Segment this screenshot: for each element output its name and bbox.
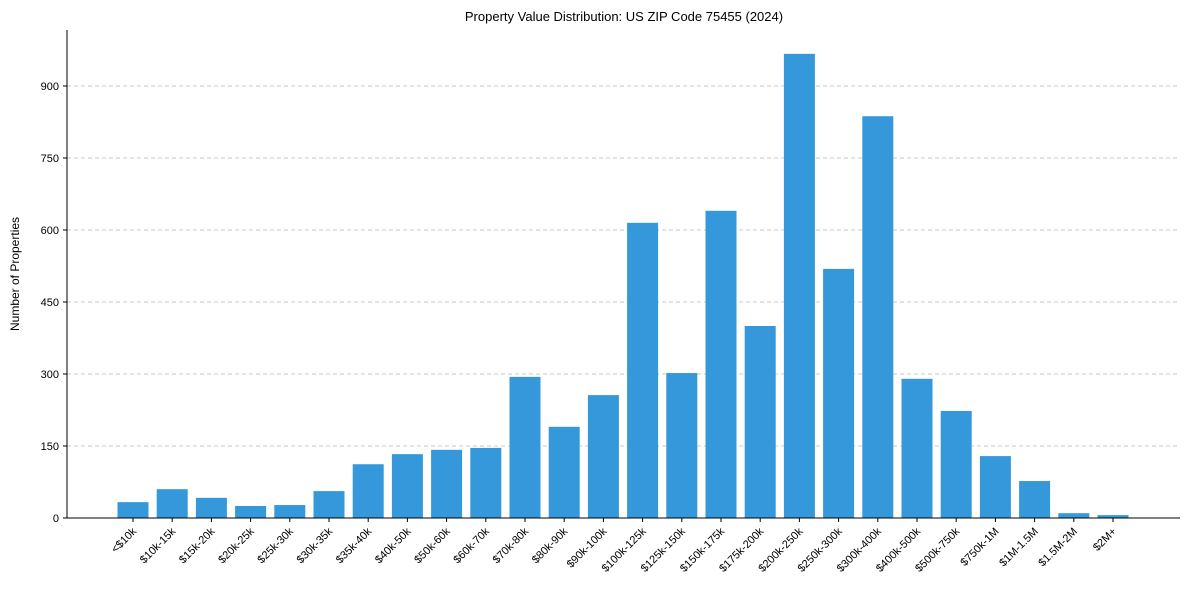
bar bbox=[901, 378, 933, 518]
bar bbox=[979, 456, 1011, 518]
x-tick-label: $50k-60k bbox=[412, 525, 453, 566]
x-tick-label: $30k-35k bbox=[295, 525, 336, 566]
bar bbox=[391, 454, 423, 518]
bar bbox=[1058, 513, 1090, 518]
x-tick-label: $1M-1.5M bbox=[997, 526, 1041, 570]
x-tick-label: $40k-50k bbox=[373, 525, 414, 566]
x-tick-label: $750k-1M bbox=[958, 526, 1001, 569]
chart-title: Property Value Distribution: US ZIP Code… bbox=[465, 9, 783, 24]
x-tick-label: $25k-30k bbox=[255, 525, 296, 566]
x-tick-label: $80k-90k bbox=[530, 525, 571, 566]
bar bbox=[587, 395, 619, 518]
bar bbox=[1019, 481, 1051, 518]
y-tick-label: 450 bbox=[41, 297, 59, 309]
x-tick-label: $10k-15k bbox=[138, 525, 179, 566]
bar bbox=[156, 489, 188, 518]
bar bbox=[744, 326, 776, 518]
x-tick-label: <$10k bbox=[109, 525, 139, 555]
y-tick-label: 750 bbox=[41, 153, 59, 165]
x-tick-label: $1.5M-2M bbox=[1036, 526, 1080, 570]
bar bbox=[235, 506, 267, 518]
y-axis-label: Number of Properties bbox=[8, 217, 22, 331]
x-tick-label: $20k-25k bbox=[216, 525, 257, 566]
bar bbox=[274, 505, 306, 518]
x-tick-label: $70k-80k bbox=[491, 525, 532, 566]
bar bbox=[548, 426, 580, 518]
bar bbox=[940, 410, 972, 518]
y-tick-label: 900 bbox=[41, 81, 59, 93]
bar bbox=[627, 222, 659, 519]
bar bbox=[1097, 515, 1129, 518]
bar bbox=[666, 373, 698, 518]
bar bbox=[862, 116, 894, 519]
bar bbox=[195, 497, 227, 518]
y-tick-label: 150 bbox=[41, 441, 59, 453]
bar bbox=[783, 53, 815, 519]
x-tick-label: $15k-20k bbox=[177, 525, 218, 566]
y-tick-label: 600 bbox=[41, 225, 59, 237]
bar bbox=[823, 268, 855, 518]
bar bbox=[352, 464, 384, 518]
bar bbox=[313, 491, 345, 518]
x-tick-label: $60k-70k bbox=[451, 525, 492, 566]
x-tick-label: $35k-40k bbox=[334, 525, 375, 566]
bar bbox=[117, 502, 149, 518]
bar bbox=[470, 447, 502, 518]
bar bbox=[509, 376, 541, 518]
x-tick-label: $2M+ bbox=[1091, 526, 1119, 554]
bar bbox=[705, 210, 737, 519]
bar bbox=[431, 449, 463, 518]
y-tick-label: 300 bbox=[41, 369, 59, 381]
y-tick-label: 0 bbox=[53, 513, 59, 525]
